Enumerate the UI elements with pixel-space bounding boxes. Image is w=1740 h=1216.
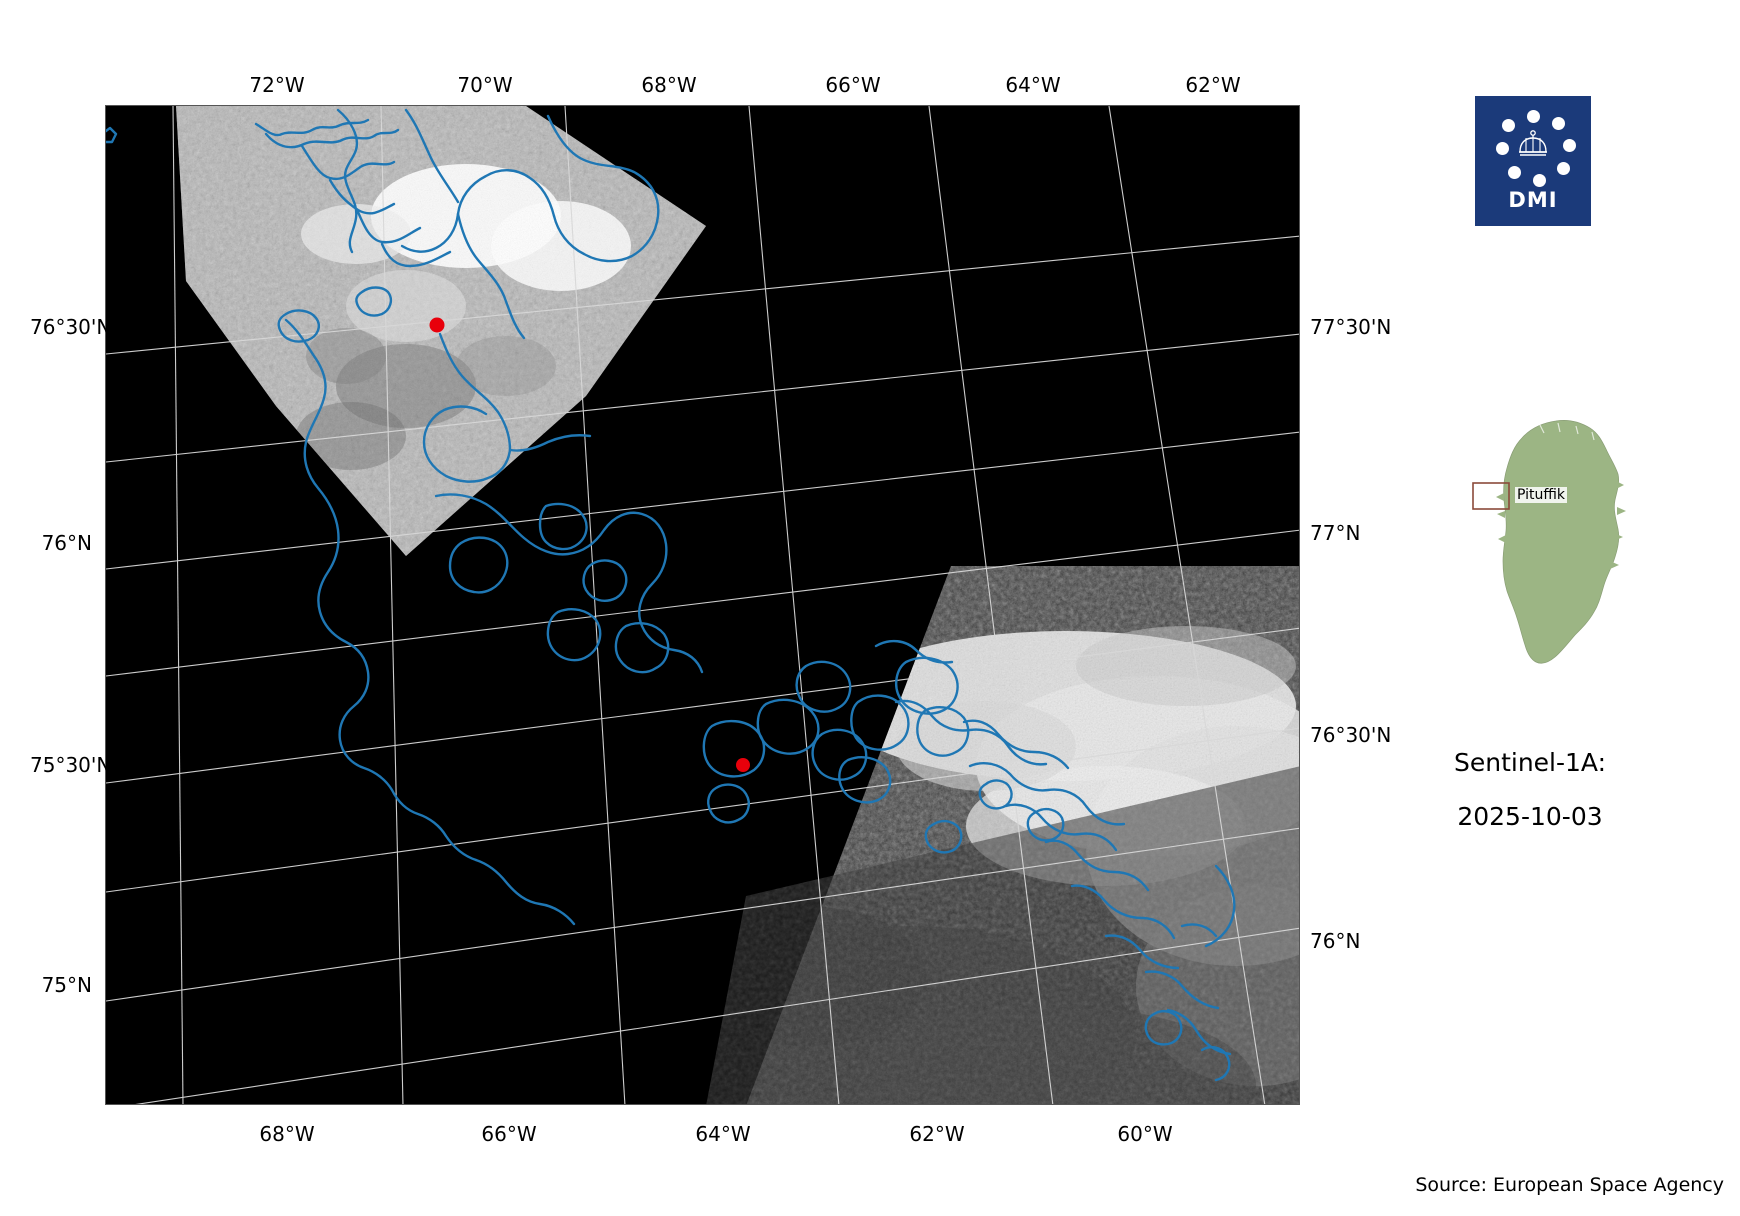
coastline-vectors: [106, 108, 1236, 1082]
map-canvas: [106, 106, 1299, 1104]
logo-dot-5: [1533, 174, 1546, 187]
tick-top-0: 72°W: [249, 73, 305, 97]
logo-dot-1: [1526, 110, 1540, 123]
tick-left-3: 75°N: [41, 973, 92, 997]
tick-top-1: 70°W: [457, 73, 513, 97]
tick-right-0: 77°30'N: [1310, 315, 1392, 339]
graticule: [106, 106, 1299, 1104]
logo-dot-4: [1557, 162, 1570, 175]
logo-dot-3: [1563, 139, 1576, 152]
tick-right-2: 76°30'N: [1310, 723, 1392, 747]
sidebar: DMI Pituffik Sentinel-1A: 2025-10-03: [1320, 0, 1740, 1216]
pituffik-station-marker[interactable]: [429, 317, 445, 333]
logo-dot-6: [1508, 166, 1521, 179]
site-marker-south[interactable]: [736, 758, 750, 772]
tick-right-3: 76°N: [1310, 929, 1361, 953]
tick-bottom-3: 62°W: [909, 1122, 965, 1146]
pituffik-region-box: [1472, 482, 1510, 510]
greenland-shape: [1472, 420, 1626, 664]
source-attribution: Source: European Space Agency: [1415, 1174, 1724, 1196]
satellite-date: 2025-10-03: [1457, 802, 1603, 831]
tick-top-2: 68°W: [641, 73, 697, 97]
tick-bottom-4: 60°W: [1117, 1122, 1173, 1146]
map-panel[interactable]: [105, 105, 1300, 1105]
tick-top-4: 64°W: [1005, 73, 1061, 97]
greenland-inset: Pituffik: [1460, 415, 1660, 675]
dmi-logo-text: DMI: [1508, 188, 1558, 212]
satellite-title: Sentinel-1A:: [1453, 748, 1607, 777]
pituffik-inset-label: Pituffik: [1515, 487, 1568, 503]
crown-icon: [1519, 130, 1547, 156]
tick-bottom-1: 66°W: [481, 1122, 537, 1146]
tick-bottom-0: 68°W: [259, 1122, 315, 1146]
dmi-logo: DMI: [1475, 96, 1591, 226]
tick-bottom-2: 64°W: [695, 1122, 751, 1146]
logo-dot-2: [1552, 117, 1565, 130]
logo-dot-8: [1502, 119, 1515, 132]
tick-top-5: 62°W: [1185, 73, 1241, 97]
tick-left-2: 75°30'N: [30, 753, 112, 777]
tick-left-0: 76°30'N: [30, 315, 112, 339]
logo-dot-7: [1496, 142, 1509, 155]
tick-left-1: 76°N: [41, 531, 92, 555]
tick-top-3: 66°W: [825, 73, 881, 97]
tick-right-1: 77°N: [1310, 521, 1361, 545]
